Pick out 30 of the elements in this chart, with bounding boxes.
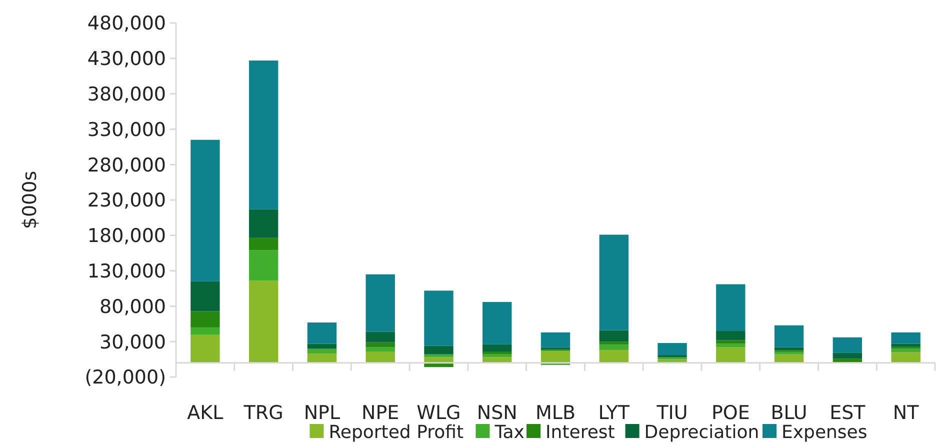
x-tick-label: NPL [304,402,340,424]
legend-label: Interest [546,422,615,443]
legend-label: Depreciation [644,422,760,443]
x-tick-label: POE [711,402,750,424]
x-tick-label: NPE [362,402,400,424]
y-tick-label: 180,000 [87,225,166,248]
x-tick-label: NSN [476,402,518,424]
y-tick-label: 480,000 [87,12,166,35]
legend-label: Expenses [782,422,868,443]
x-tick-label: MLB [535,402,576,424]
legend-label: Reported Profit [328,422,464,443]
x-tick-label: EST [830,402,866,424]
y-tick-label: 280,000 [87,154,166,176]
y-axis-title: $000s [19,170,41,230]
x-tick-label: TRG [242,402,284,424]
x-tick-label: AKL [187,402,224,424]
x-tick-label: WLG [416,402,461,424]
y-tick-label: 330,000 [87,118,166,141]
y-tick-label: 30,000 [100,331,166,354]
x-tick-label: LYT [598,402,630,424]
y-tick-label: 430,000 [87,48,166,70]
y-tick-label: 130,000 [87,260,166,282]
y-tick-label: (20,000) [84,366,166,389]
legend-label: Tax [494,422,525,443]
x-tick-label: BLU [770,402,808,424]
x-tick-label: TIU [656,402,688,424]
y-tick-label: 230,000 [87,190,166,212]
y-tick-label: 380,000 [87,83,166,106]
y-tick-label: 80,000 [100,296,166,318]
x-tick-label: NT [892,402,920,424]
